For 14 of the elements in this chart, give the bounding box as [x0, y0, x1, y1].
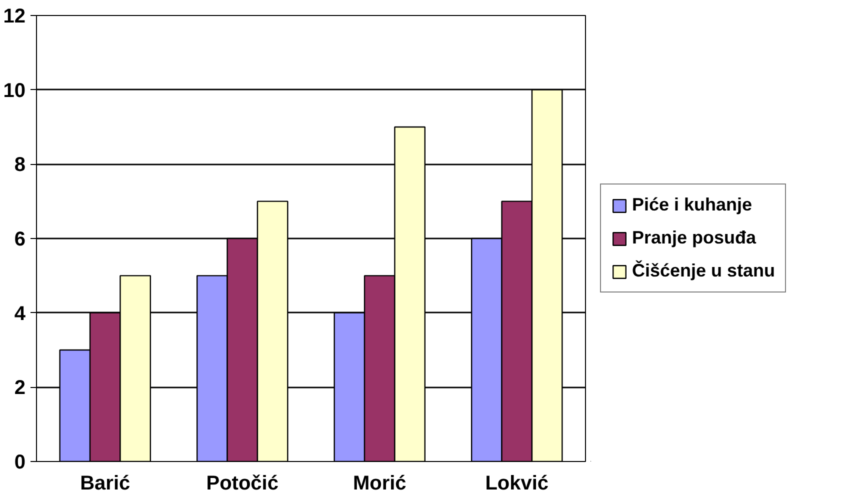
y-tick-label: 2	[14, 377, 26, 400]
y-tick-label: 4	[14, 302, 26, 325]
x-tick-label: Potočić	[206, 472, 279, 494]
x-tick-label: Morić	[352, 472, 406, 494]
x-tick-label: Barić	[80, 472, 130, 494]
legend-label: Piće i kuhanje	[632, 194, 752, 216]
legend-label: Čišćenje u stanu	[632, 260, 776, 282]
x-tick-label: Lokvić	[485, 472, 549, 494]
y-tick-label: 10	[3, 80, 26, 102]
y-tick-label: 8	[14, 154, 26, 176]
y-tick-label: 6	[14, 228, 26, 250]
legend-label: Pranje posuđa	[632, 228, 756, 248]
y-tick-label: 12	[3, 6, 26, 28]
y-tick-label: 0	[14, 452, 26, 474]
